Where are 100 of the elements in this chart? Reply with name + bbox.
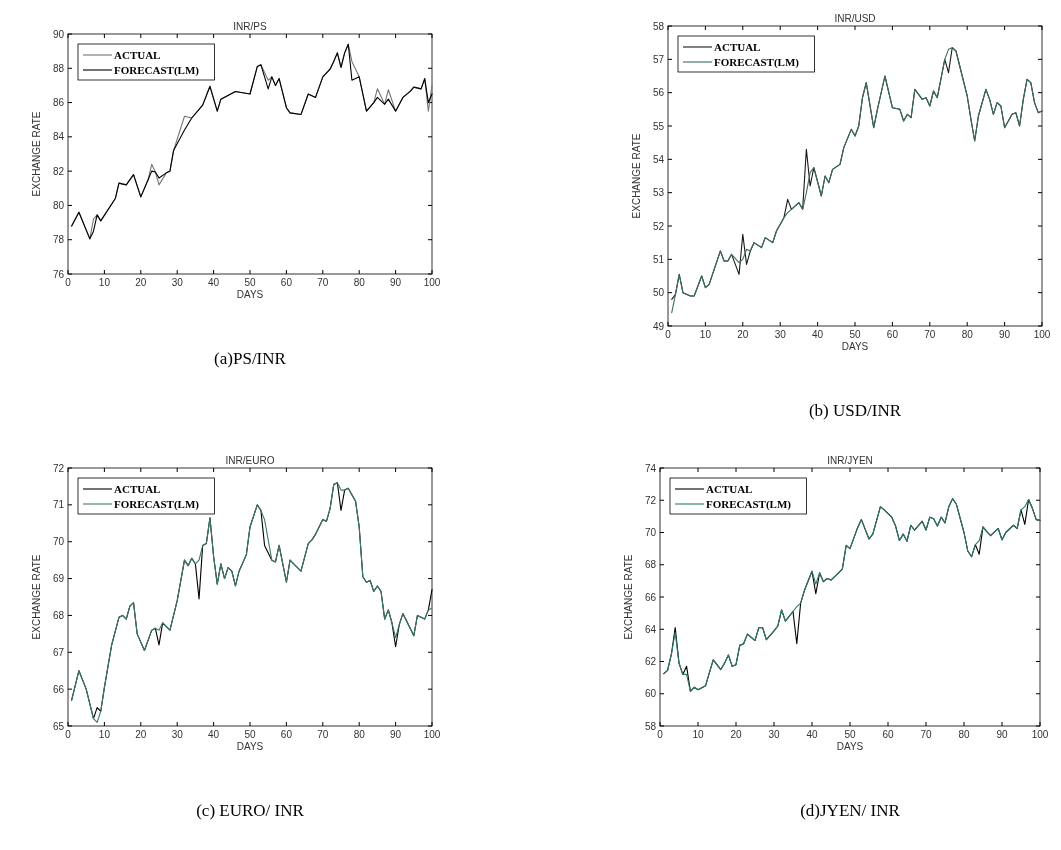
y-tick-label: 49 [652,320,665,332]
x-tick-label: 80 [353,729,366,740]
y-tick-label: 68 [644,559,657,571]
x-tick-label: 20 [135,729,147,740]
x-tick-label: 20 [730,729,742,740]
x-axis-title: DAYS [236,289,264,300]
chart-title: INR/USD [834,13,876,24]
y-tick-label: 58 [652,20,665,32]
x-tick-label: 60 [280,729,293,740]
x-axis-title: DAYS [836,741,864,752]
x-tick-label: 80 [961,329,974,340]
y-tick-label: 50 [652,287,665,299]
y-tick-label: 69 [52,573,65,585]
x-tick-label: 70 [920,729,932,740]
y-tick-label: 54 [652,153,665,165]
x-tick-label: 90 [390,277,402,288]
x-tick-label: 40 [812,329,824,340]
legend-label: ACTUAL [706,483,753,495]
y-tick-label: 64 [644,623,657,635]
y-tick-label: 57 [652,53,665,65]
x-tick-label: 0 [665,329,672,340]
legend-label: ACTUAL [114,49,161,61]
y-tick-label: 55 [652,120,665,132]
x-tick-label: 0 [65,729,72,740]
y-tick-label: 52 [652,220,665,232]
y-axis-title: EXCHANGE RATE [31,554,42,640]
x-tick-label: 20 [135,277,147,288]
y-tick-label: 71 [52,499,65,511]
x-tick-label: 70 [317,277,329,288]
text: (d)JYEN/ INR [800,801,901,820]
x-tick-label: 90 [999,329,1011,340]
text: (a)PS/INR [214,349,287,368]
chart-title: INR/EURO [225,455,275,466]
x-tick-label: 10 [692,729,704,740]
y-tick-label: 65 [52,720,65,732]
x-tick-label: 0 [657,729,664,740]
y-tick-label: 72 [644,494,657,506]
y-tick-label: 88 [52,62,65,74]
x-tick-label: 30 [774,329,787,340]
legend-label: FORECAST(LM) [114,64,200,77]
x-tick-label: 20 [737,329,749,340]
y-tick-label: 66 [52,683,65,695]
x-tick-label: 40 [208,277,220,288]
x-tick-label: 40 [806,729,818,740]
x-tick-label: 50 [849,329,861,340]
x-tick-label: 30 [171,277,184,288]
legend-label: FORECAST(LM) [714,56,800,69]
x-tick-label: 10 [98,729,111,740]
x-tick-label: 10 [699,329,712,340]
x-tick-label: 90 [390,729,402,740]
text: (b) USD/INR [808,401,902,420]
y-tick-label: 70 [52,536,65,548]
x-tick-label: 80 [353,277,366,288]
x-tick-label: 10 [98,277,111,288]
chart-title: INR/PS [233,21,267,32]
y-axis-title: EXCHANGE RATE [623,554,634,640]
legend-label: ACTUAL [114,483,161,495]
y-tick-label: 68 [52,609,65,621]
y-tick-label: 53 [652,187,665,199]
x-tick-label: 100 [1031,729,1049,740]
x-tick-label: 30 [171,729,184,740]
x-tick-label: 60 [882,729,894,740]
y-tick-label: 72 [52,462,65,474]
y-axis-title: EXCHANGE RATE [631,133,642,219]
y-tick-label: 76 [52,268,65,280]
y-tick-label: 51 [652,253,665,265]
x-tick-label: 100 [423,729,441,740]
y-tick-label: 78 [52,234,65,246]
y-tick-label: 58 [644,720,657,732]
x-tick-label: 60 [886,329,899,340]
x-tick-label: 60 [280,277,293,288]
y-tick-label: 86 [52,97,65,109]
text: (c) EURO/ INR [196,801,305,820]
x-tick-label: 50 [244,277,256,288]
y-tick-label: 90 [52,28,65,40]
x-axis-title: DAYS [236,741,264,752]
y-tick-label: 56 [652,87,665,99]
x-tick-label: 50 [244,729,256,740]
y-tick-label: 82 [52,165,65,177]
x-tick-label: 80 [958,729,970,740]
x-tick-label: 100 [1033,329,1051,340]
y-tick-label: 60 [644,688,657,700]
y-tick-label: 66 [644,591,657,603]
y-tick-label: 80 [52,199,65,211]
y-tick-label: 74 [644,462,657,474]
y-tick-label: 70 [644,527,657,538]
legend-label: FORECAST(LM) [114,498,200,511]
y-tick-label: 67 [52,646,65,658]
x-tick-label: 70 [924,329,936,340]
x-tick-label: 50 [844,729,856,740]
x-tick-label: 70 [317,729,329,740]
chart-title: INR/JYEN [827,455,873,466]
x-tick-label: 100 [423,277,441,288]
legend-label: ACTUAL [714,41,761,53]
y-axis-title: EXCHANGE RATE [31,111,42,197]
y-tick-label: 62 [644,656,657,667]
x-axis-title: DAYS [841,341,869,352]
x-tick-label: 30 [768,729,780,740]
x-tick-label: 0 [65,277,72,288]
x-tick-label: 40 [208,729,220,740]
